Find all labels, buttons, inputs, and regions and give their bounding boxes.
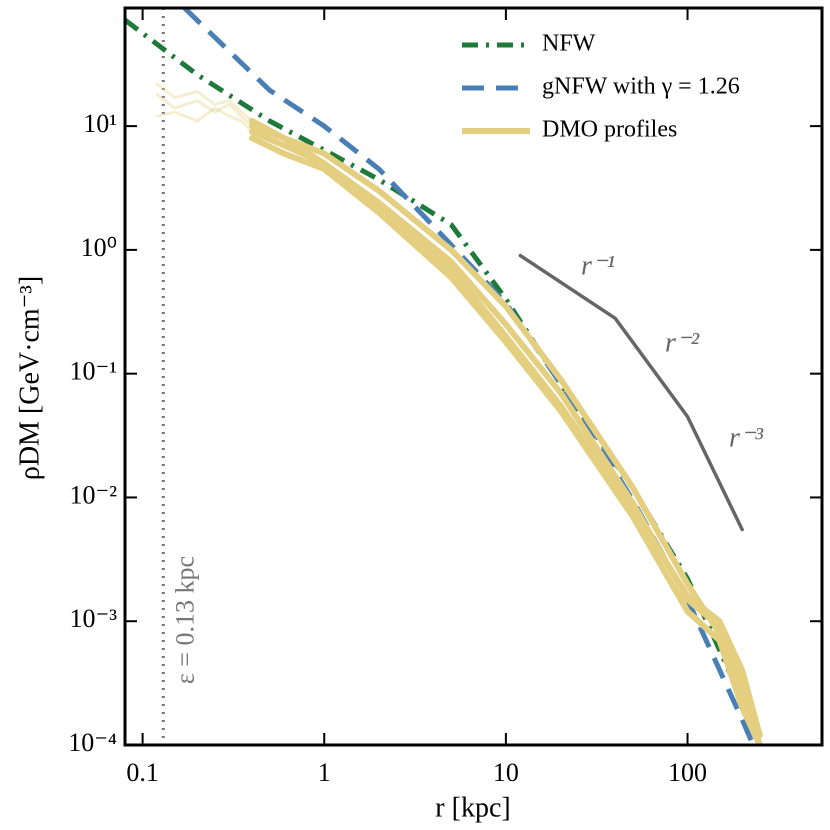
x-tick-label: 100 (668, 758, 707, 787)
power-law-label: r⁻² (665, 327, 700, 358)
y-tick-label: 10⁻¹ (69, 357, 117, 386)
legend-label: NFW (542, 31, 596, 57)
x-tick-label: 10 (493, 758, 519, 787)
y-tick-label: 10⁰ (81, 233, 117, 262)
legend-label: gNFW with γ = 1.26 (542, 74, 740, 100)
model-line (182, 8, 756, 745)
legend-label: DMO profiles (542, 117, 677, 143)
y-tick-label: 10⁻⁴ (68, 728, 117, 757)
profile-line (249, 123, 763, 745)
profile-line (249, 128, 763, 745)
y-tick-label: 10⁻³ (69, 604, 117, 633)
y-tick-label: 10¹ (83, 109, 117, 138)
profile-line (155, 106, 254, 134)
x-axis-label: r [kpc] (435, 792, 510, 823)
y-axis-label: ρDM [GeV·cm⁻³] (14, 276, 45, 480)
profile-line (249, 135, 763, 745)
power-law-label: r⁻¹ (581, 250, 615, 281)
profile-line (249, 118, 763, 739)
x-tick-label: 0.1 (126, 758, 159, 787)
plot (125, 8, 763, 745)
model-line (125, 18, 763, 745)
x-tick-label: 1 (318, 758, 331, 787)
power-law-label: r⁻³ (729, 422, 764, 453)
softening-label: ε = 0.13 kpc (170, 556, 199, 684)
y-tick-label: 10⁻² (69, 480, 117, 509)
profile-line (155, 82, 254, 123)
profile-line (155, 93, 254, 128)
power-law-guide (518, 253, 744, 532)
plot-frame (123, 6, 824, 747)
